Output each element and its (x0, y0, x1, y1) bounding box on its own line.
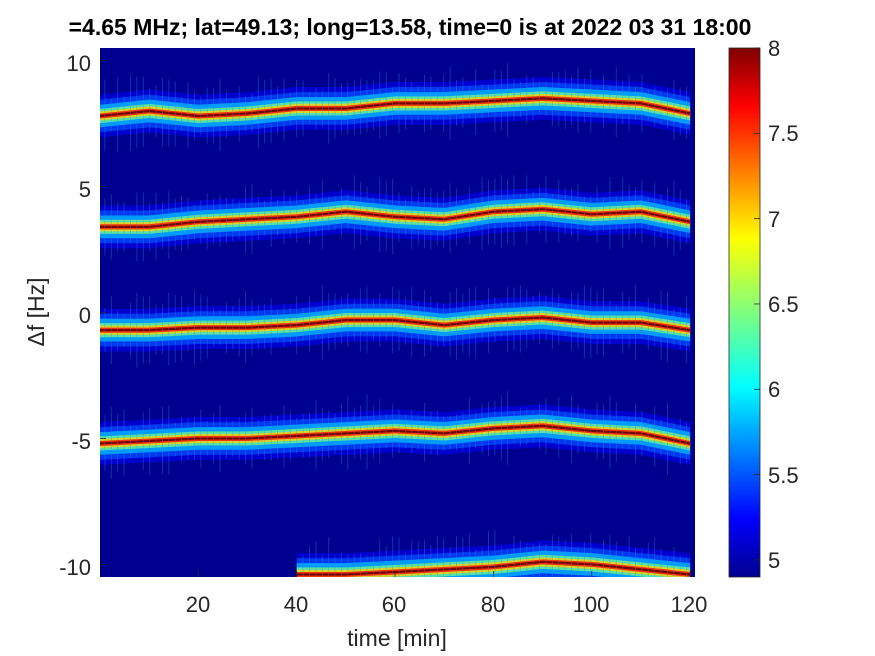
colorbar-tick-label: 6.5 (768, 292, 799, 317)
x-tick-label: 20 (186, 592, 210, 617)
colorbar-tick-label: 8 (768, 36, 780, 61)
y-tick-label: -10 (59, 555, 91, 580)
ridge-1 (100, 62, 691, 152)
x-tick-label: 80 (481, 592, 505, 617)
y-tick-label: 0 (79, 303, 91, 328)
ridge-core-line (100, 208, 691, 228)
x-tick-label: 60 (382, 592, 406, 617)
ridge-2 (100, 174, 691, 262)
y-tick-label: 10 (67, 51, 91, 76)
x-tick-label: 120 (671, 592, 708, 617)
chart-title: =4.65 MHz; lat=49.13; long=13.58, time=0… (68, 14, 752, 40)
ridge-core-line (296, 560, 691, 576)
y-axis-label: Δf [Hz] (23, 277, 49, 346)
ridge-core-line (100, 424, 691, 445)
colorbar-tick-label: 5.5 (768, 463, 799, 488)
y-tick-label: -5 (71, 429, 91, 454)
colorbar-tick-label: 7.5 (768, 121, 799, 146)
colorbar-tick-label: 7 (768, 207, 780, 232)
colorbar (728, 47, 761, 578)
ridge-4 (100, 390, 691, 479)
x-tick-label: 40 (284, 592, 308, 617)
colorbar-tick-label: 5 (768, 548, 780, 573)
y-tick-label: 5 (79, 177, 91, 202)
ridge-3 (100, 284, 691, 368)
ridge-band-layer (100, 206, 691, 230)
colorbar-tick-label: 6 (768, 377, 780, 402)
ridge-core-line (100, 316, 691, 332)
x-axis-label: time [min] (347, 625, 447, 651)
colorbar-ticks (754, 47, 760, 561)
x-tick-label: 100 (573, 592, 610, 617)
ridge-core-line (100, 97, 691, 118)
heatmap-layer (100, 62, 691, 577)
ridge-band-layer (100, 423, 691, 446)
